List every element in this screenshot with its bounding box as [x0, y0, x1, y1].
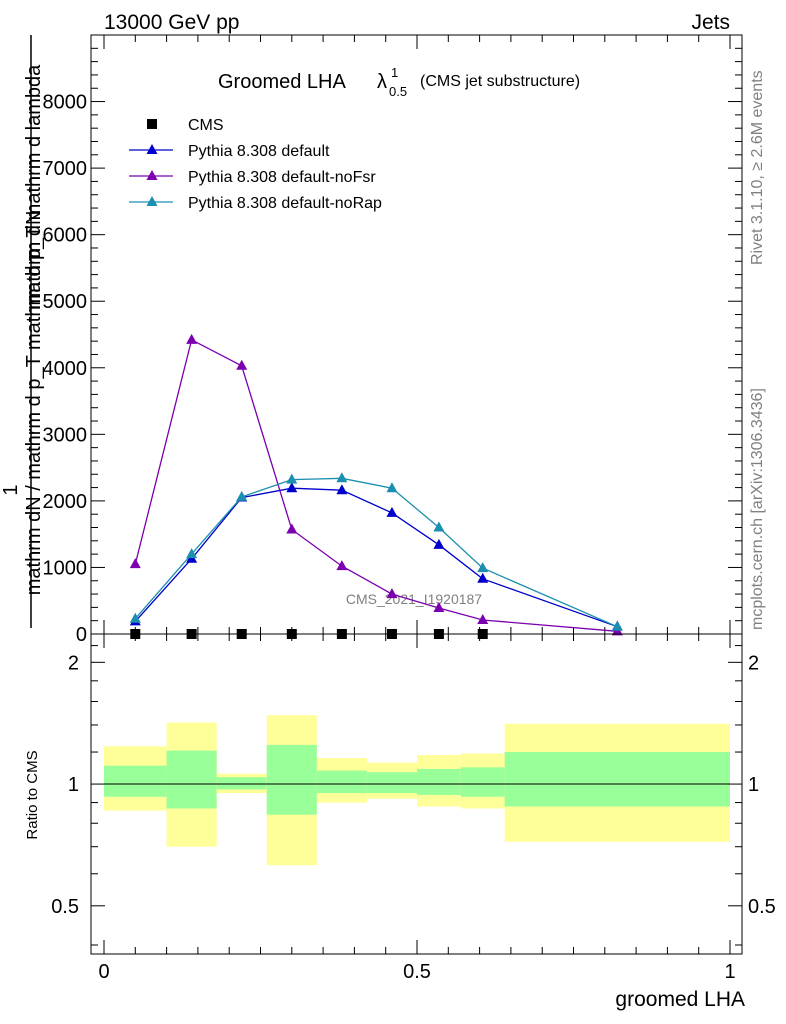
data-point: [129, 612, 141, 623]
inner-band: [417, 768, 461, 795]
ratio-tick-label-right: 0.5: [748, 896, 776, 918]
inner-band: [104, 765, 167, 797]
main-series-layer: [129, 333, 623, 639]
legend-label-nofsr: Pythia 8.308 default-noFsr: [188, 169, 376, 186]
series-1: [129, 482, 623, 631]
data-point: [186, 548, 198, 559]
main-ylabel-one: 1: [0, 484, 22, 495]
ratio-tick-label-left: 2: [68, 652, 79, 674]
rivet-version-label: Rivet 3.1.10, ≥ 2.6M events: [749, 70, 766, 265]
inner-band: [216, 777, 267, 790]
legend-label-norap: Pythia 8.308 default-noRap: [188, 195, 382, 212]
ratio-tick-label-left: 1: [68, 774, 79, 796]
legend-label-cms: CMS: [188, 117, 224, 134]
y-tick-label: 1000: [43, 557, 88, 579]
data-point: [477, 614, 489, 625]
data-point: [433, 521, 445, 532]
x-axis-label: groomed LHA: [615, 988, 745, 1011]
series-2: [129, 333, 623, 636]
legend-marker-square: [147, 119, 157, 129]
ratio-axis-ticks: 0.5 0.5 1 1 2 2 0 0.5 1: [51, 634, 776, 983]
inner-band: [460, 767, 505, 797]
main-title: Groomed LHA λ 1 0.5 (CMS jet substructur…: [218, 65, 580, 99]
data-point: [236, 359, 248, 370]
ratio-tick-label-right: 2: [748, 652, 759, 674]
data-point: [386, 506, 398, 517]
analysis-watermark: CMS_2021_I1920187: [346, 591, 482, 607]
y-tick-label: 4000: [43, 358, 88, 380]
main-ylabel-numerator: mathrm dN: [23, 211, 45, 310]
ratio-band-layer: [104, 715, 730, 866]
y-tick-label: 3000: [43, 424, 88, 446]
x-tick-label: 1: [724, 961, 735, 983]
main-title-lambda: λ: [377, 71, 387, 93]
legend-marker-triangle: [146, 144, 158, 154]
data-point: [477, 572, 489, 583]
main-title-superscript: 1: [391, 65, 398, 80]
mcplots-label: mcplots.cern.ch [arXiv:1306.3436]: [749, 388, 766, 630]
y-tick-label: 0: [76, 624, 87, 646]
x-tick-label: 0: [98, 961, 109, 983]
main-y-axis-title: mathrm dN 1 mathrm dN / mathrm d p_T mat…: [0, 35, 45, 628]
data-point: [236, 490, 248, 501]
legend-marker-triangle: [146, 170, 158, 180]
data-point: [286, 473, 298, 484]
data-point: [336, 484, 348, 495]
header-right: Jets: [691, 11, 730, 34]
ratio-tick-label-left: 0.5: [51, 896, 79, 918]
main-axis-ticks: 0 1000 2000 3000 4000 5000 6000 7000 8000: [43, 34, 742, 646]
inner-band: [166, 750, 217, 809]
y-tick-label: 5000: [43, 291, 88, 313]
legend-entry-nofsr: Pythia 8.308 default-noFsr: [129, 169, 376, 186]
main-title-suffix: (CMS jet substructure): [420, 73, 580, 90]
legend-entry-default: Pythia 8.308 default: [129, 143, 330, 160]
data-point: [186, 333, 198, 344]
data-point: [477, 562, 489, 573]
y-tick-label: 7000: [43, 158, 88, 180]
legend: CMS Pythia 8.308 default Pythia 8.308 de…: [129, 117, 382, 212]
main-ylabel-denominator: mathrm dN / mathrm d p_T mathrm d p_T ma…: [23, 64, 45, 595]
legend-marker-triangle: [146, 196, 158, 206]
inner-band: [366, 772, 417, 794]
data-point: [129, 558, 141, 569]
data-point: [386, 482, 398, 493]
inner-band: [266, 744, 317, 815]
ratio-ylabel: Ratio to CMS: [24, 750, 41, 839]
data-point: [286, 523, 298, 534]
y-tick-label: 6000: [43, 225, 88, 247]
legend-label-default: Pythia 8.308 default: [188, 143, 330, 160]
ratio-tick-label-right: 1: [748, 774, 759, 796]
y-tick-label: 2000: [43, 491, 88, 513]
legend-entry-cms: CMS: [147, 117, 224, 134]
inner-band: [504, 752, 730, 807]
x-tick-label: 0.5: [403, 961, 431, 983]
data-point: [286, 482, 298, 493]
data-point: [433, 602, 445, 613]
header-left: 13000 GeV pp: [104, 11, 239, 34]
data-point: [336, 472, 348, 483]
data-point: [386, 588, 398, 599]
inner-band: [316, 770, 367, 794]
legend-entry-norap: Pythia 8.308 default-noRap: [129, 195, 382, 212]
main-title-subscript: 0.5: [389, 84, 407, 99]
main-title-text: Groomed LHA: [218, 71, 346, 93]
data-point: [433, 538, 445, 549]
y-tick-label: 8000: [43, 92, 88, 114]
data-point: [611, 620, 623, 631]
series-3: [129, 472, 623, 631]
data-point: [336, 560, 348, 571]
